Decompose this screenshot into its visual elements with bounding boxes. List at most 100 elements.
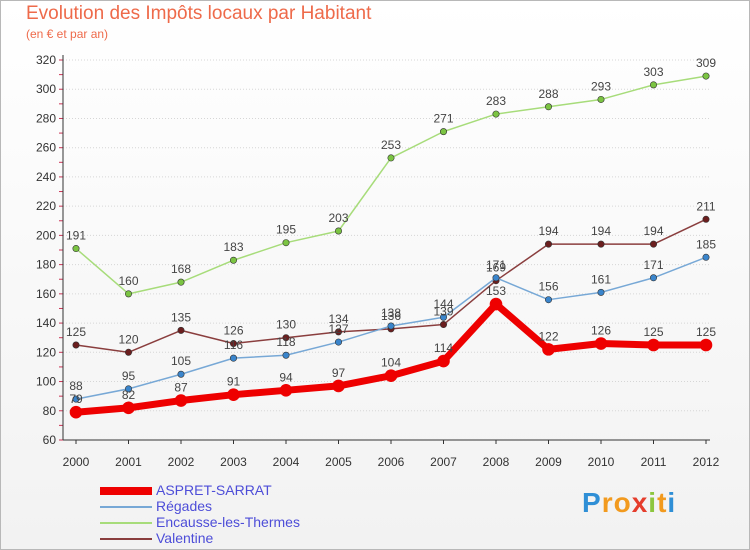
data-point xyxy=(439,321,447,329)
legend-label: ASPRET-SARRAT xyxy=(156,482,272,498)
data-label: 185 xyxy=(696,237,716,251)
data-point xyxy=(544,296,552,304)
data-label: 153 xyxy=(486,284,506,298)
data-label: 194 xyxy=(643,224,663,238)
data-point xyxy=(72,395,80,403)
data-label: 156 xyxy=(538,280,558,294)
data-label: 118 xyxy=(276,335,295,349)
data-point xyxy=(702,253,710,261)
data-point xyxy=(334,328,342,336)
logo-letter: i xyxy=(648,487,658,518)
data-point xyxy=(227,388,240,401)
data-point xyxy=(177,370,185,378)
x-tick-label: 2001 xyxy=(115,455,142,469)
data-point xyxy=(69,405,83,419)
data-labels: 125 120 135 126 130 134 136 139 169 194 194 194 211 1… xyxy=(66,56,716,406)
data-label: 135 xyxy=(171,310,191,324)
data-label: 309 xyxy=(696,56,716,70)
logo-letter: i xyxy=(667,487,677,518)
y-tick-label: 120 xyxy=(36,345,56,359)
x-tick-label: 2007 xyxy=(430,455,457,469)
x-tick-label: 2008 xyxy=(483,455,510,469)
data-label: 125 xyxy=(66,325,86,339)
y-tick-label: 180 xyxy=(36,258,56,272)
data-point xyxy=(544,240,552,248)
data-point xyxy=(702,72,710,80)
x-tick-label: 2009 xyxy=(535,455,562,469)
data-label: 211 xyxy=(696,199,715,213)
x-tick-label: 2012 xyxy=(693,455,720,469)
data-label: 88 xyxy=(69,379,83,393)
y-tick-label: 240 xyxy=(36,170,56,184)
data-label: 161 xyxy=(591,272,611,286)
data-label: 283 xyxy=(486,94,506,108)
data-point xyxy=(492,274,500,282)
legend-label: Valentine xyxy=(156,530,214,546)
logo-letter: x xyxy=(631,487,649,518)
data-label: 122 xyxy=(538,329,558,343)
data-label: 160 xyxy=(118,274,138,288)
axes: 60 80 100 120 140 160 180 200 220 240 260 280 300 320… xyxy=(36,53,720,469)
data-label: 171 xyxy=(486,258,506,272)
data-point xyxy=(125,348,133,356)
data-label: 130 xyxy=(276,318,296,332)
data-label: 191 xyxy=(66,229,86,243)
y-tick-label: 260 xyxy=(36,141,56,155)
data-label: 271 xyxy=(433,112,453,126)
x-tick-label: 2006 xyxy=(378,455,405,469)
data-point xyxy=(72,245,80,253)
data-label: 134 xyxy=(328,312,348,326)
data-label: 288 xyxy=(538,87,558,101)
data-label: 82 xyxy=(122,388,136,402)
data-point xyxy=(230,340,238,348)
data-point xyxy=(384,369,398,382)
data-label: 194 xyxy=(538,224,558,238)
data-label: 183 xyxy=(223,240,243,254)
data-point xyxy=(282,334,290,342)
x-tick-label: 2004 xyxy=(273,455,300,469)
proxiti-logo: Proxiti xyxy=(582,487,676,519)
data-point xyxy=(282,351,290,359)
series-layer xyxy=(69,72,713,419)
data-point xyxy=(439,128,447,136)
y-tick-label: 320 xyxy=(36,53,56,67)
data-point xyxy=(122,401,135,415)
data-label: 105 xyxy=(171,354,191,368)
data-label: 126 xyxy=(223,324,243,338)
x-tick-label: 2010 xyxy=(588,455,615,469)
data-point xyxy=(230,354,238,362)
data-point xyxy=(702,215,710,223)
data-label: 203 xyxy=(328,211,348,225)
data-point xyxy=(177,326,185,334)
data-point xyxy=(334,338,342,346)
legend-label: Encausse-les-Thermes xyxy=(156,514,300,530)
data-point xyxy=(649,81,657,89)
data-point xyxy=(542,343,555,356)
data-point xyxy=(492,110,500,118)
legend-swatch xyxy=(100,487,152,495)
data-point xyxy=(699,338,713,352)
y-tick-label: 300 xyxy=(36,82,56,96)
line-chart: 60 80 100 120 140 160 180 200 220 240 260 280 300 320… xyxy=(36,53,720,469)
data-label: 144 xyxy=(433,297,453,311)
chart-title: Evolution des Impôts locaux par Habitant xyxy=(26,3,372,24)
logo-letter: r xyxy=(601,487,614,518)
data-point xyxy=(174,394,188,407)
x-tick-label: 2011 xyxy=(641,455,667,469)
data-label: 125 xyxy=(643,325,663,339)
data-point xyxy=(439,313,447,321)
legend-label: Régades xyxy=(156,498,213,514)
data-point xyxy=(597,288,605,296)
data-point xyxy=(544,103,552,111)
data-point xyxy=(597,95,605,103)
data-point xyxy=(125,385,133,393)
data-label: 116 xyxy=(224,338,243,352)
data-label: 171 xyxy=(643,258,663,272)
logo-letter: t xyxy=(657,487,668,518)
data-point xyxy=(334,227,342,235)
y-tick-label: 220 xyxy=(36,199,56,213)
data-label: 104 xyxy=(381,356,401,370)
legend-swatch xyxy=(100,522,152,524)
data-label: 194 xyxy=(591,224,611,238)
